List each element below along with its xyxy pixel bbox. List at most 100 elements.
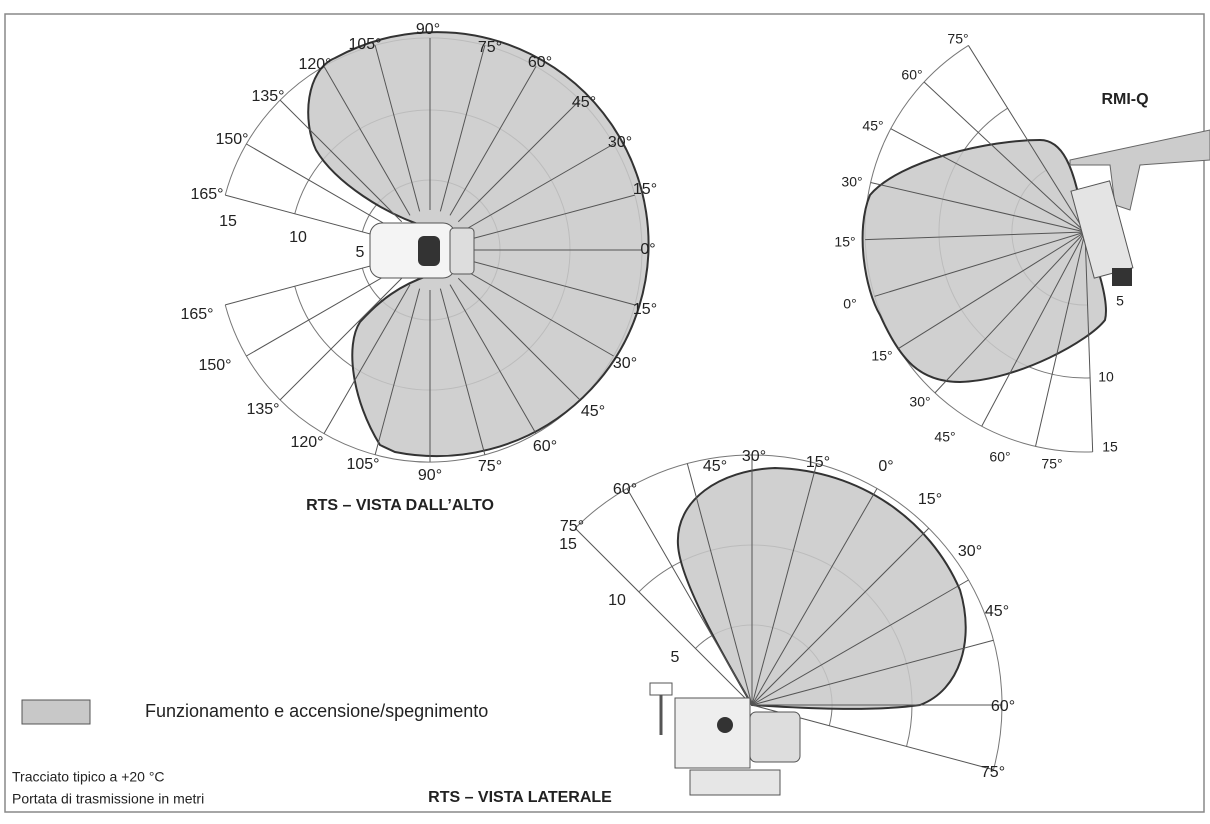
angle-label: 75° [947,31,968,47]
angle-label: 15° [633,301,657,318]
angle-label: 45° [572,94,596,111]
spoke [1035,231,1086,447]
spoke [225,194,392,241]
rts-top-device [369,222,475,279]
spoke [626,488,753,706]
spoke [449,66,537,216]
angle-label: 0° [640,241,655,258]
spoke [323,66,411,216]
angle-label: 30° [608,134,632,151]
spoke [225,259,392,306]
spokes [225,38,1094,771]
angle-label: 45° [581,403,605,420]
angle-label: 165° [190,186,223,203]
angle-label: 45° [934,429,955,445]
spoke [464,269,614,357]
range-label: 5 [1116,293,1124,309]
angle-label: 30° [613,355,637,372]
angle-label: 60° [991,698,1015,715]
angle-label: 60° [533,438,557,455]
spoke [751,579,969,706]
range-label: 5 [356,244,365,261]
rts-side-device [649,682,801,796]
note: Portata di trasmissione in metri [12,791,204,807]
view-title: RTS – VISTA DALL’ALTO [306,497,494,514]
range-label: 10 [289,229,307,246]
angle-label: 60° [989,449,1010,465]
angle-label: 75° [1041,456,1062,472]
angle-label: 30° [742,448,766,465]
range-label: 15 [559,536,577,553]
side-angle-labels: 75° 60° 45° 30° 15° 0° 15° 30° 45° 60° 75° [560,448,1015,781]
angle-label: 105° [346,456,379,473]
spoke [1084,231,1094,452]
range-label: 10 [1098,369,1114,385]
spoke [890,128,1086,233]
range-ring [574,454,1003,770]
spoke [898,231,1086,350]
angle-label: 120° [290,434,323,451]
spoke [374,45,421,212]
angle-label: 15° [834,234,855,250]
view-title: RTS – VISTA LATERALE [428,789,612,806]
top-lobe [307,31,650,458]
angle-label: 165° [180,306,213,323]
spoke [981,231,1086,427]
angle-label: 150° [198,357,231,374]
spoke [439,45,486,212]
spoke [439,288,486,455]
rmi-lobe [861,138,1107,384]
spoke [468,194,635,241]
range-label: 15 [1102,439,1118,455]
spoke [457,277,581,401]
angle-label: 45° [985,603,1009,620]
angle-label: 15° [633,181,657,198]
rmi-device [1069,129,1210,286]
spoke [751,527,930,706]
angle-label: 75° [478,458,502,475]
range-label: 5 [671,649,680,666]
angle-label: 135° [246,401,279,418]
angle-label: 15° [806,454,830,471]
side-lobe [676,466,967,710]
angle-label: 90° [416,21,440,38]
spoke [923,81,1086,233]
spoke [874,231,1086,297]
angle-label: 0° [878,458,893,475]
note: Tracciato tipico a +20 °C [12,769,165,785]
spoke [464,143,614,231]
angle-label: 75° [560,518,584,535]
angle-label: 45° [703,458,727,475]
spoke [686,463,753,706]
angle-label: 60° [528,54,552,71]
angle-label: 75° [478,39,502,56]
angle-label: 15° [918,491,942,508]
spoke [934,231,1086,394]
top-angle-labels: 90° 105° 75° 120° 60° 135° 45° 150° 30° 165° 15° 0°… [180,21,657,484]
angle-label: 15° [871,348,892,364]
spoke [323,284,411,434]
angle-label: 60° [613,481,637,498]
angle-label: 30° [841,174,862,190]
legend-swatch [21,699,91,725]
angle-label: 30° [958,543,982,560]
angle-label: 90° [418,467,442,484]
legend-label: Funzionamento e accensione/spegnimento [145,701,488,721]
angle-label: 75° [981,764,1005,781]
spoke [870,182,1086,233]
view-title: RMI-Q [1101,91,1148,108]
spoke [865,231,1086,241]
spoke [279,277,403,401]
spoke [246,269,396,357]
range-label: 15 [219,213,237,230]
spoke [374,288,421,455]
spoke [751,463,818,706]
spoke [967,45,1086,233]
spoke [751,488,878,706]
spoke [279,99,403,223]
angle-label: 60° [901,67,922,83]
angle-label: 150° [215,131,248,148]
spoke [246,143,396,231]
spoke [449,284,537,434]
angle-label: 135° [251,88,284,105]
